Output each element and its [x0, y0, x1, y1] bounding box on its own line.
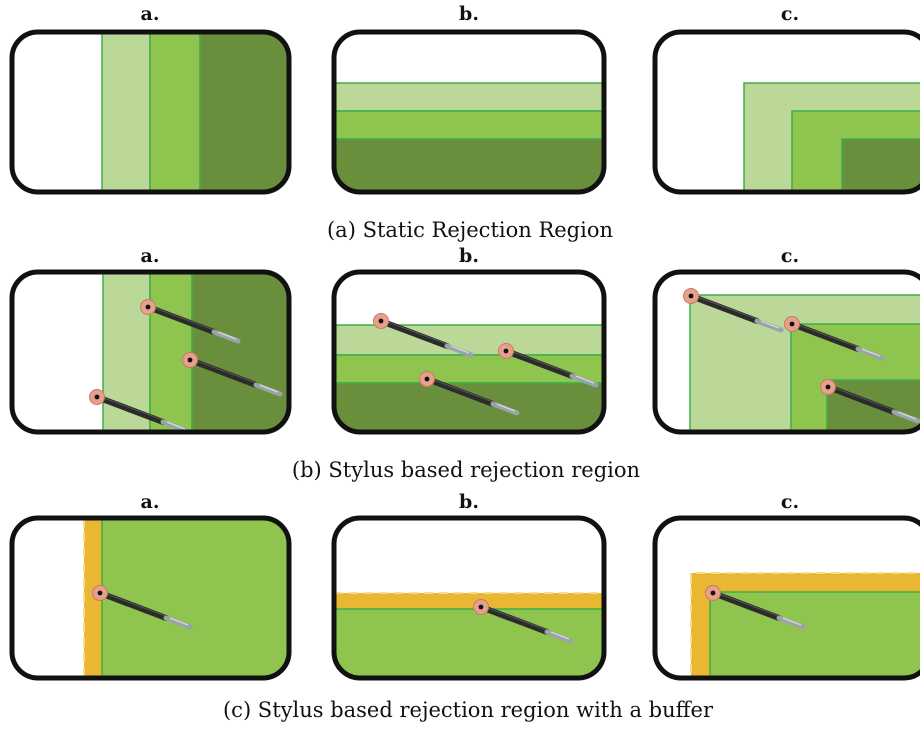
panel-2a	[9, 269, 292, 435]
panel-label-b: b.	[459, 3, 479, 25]
rejection-zone-dark	[334, 138, 604, 192]
panel-label-a: a.	[141, 3, 160, 25]
buffer-zone	[84, 518, 102, 678]
panel-label-b: b.	[459, 491, 479, 513]
rejection-zone-dark	[334, 382, 604, 432]
tablet-frame	[9, 269, 292, 435]
panel-3c	[652, 515, 920, 681]
rejection-zone-mid	[149, 272, 193, 432]
rejection-zone-dark	[841, 138, 920, 192]
panel-1a	[9, 29, 292, 195]
tablet-frame	[331, 515, 607, 681]
rejection-zone-light	[101, 32, 151, 192]
rejection-zone-dark	[191, 272, 289, 432]
rejection-zone-dark	[199, 32, 289, 192]
tablet-frame	[652, 269, 920, 435]
panel-1b	[331, 29, 607, 195]
rejection-zone-mid	[334, 354, 604, 384]
panel-3a	[9, 515, 292, 681]
rejection-zone	[334, 608, 604, 678]
tablet-frame	[331, 269, 607, 435]
panel-2c	[652, 269, 920, 435]
rejection-zone-mid	[149, 32, 201, 192]
tablet-frame	[331, 29, 607, 195]
panel-label-c: c.	[781, 245, 799, 267]
tablet-frame	[652, 515, 920, 681]
rejection-zone-light	[334, 82, 604, 112]
rejection-zone-light	[334, 324, 604, 356]
panel-label-c: c.	[781, 491, 799, 513]
tablet-frame	[9, 515, 292, 681]
caption-row-1: (a) Static Rejection Region	[327, 218, 613, 242]
panel-label-a: a.	[141, 245, 160, 267]
panel-label-c: c.	[781, 3, 799, 25]
rejection-zone-mid	[334, 110, 604, 140]
rejection-zone	[101, 518, 289, 678]
caption-row-3: (c) Stylus based rejection region with a…	[223, 698, 714, 722]
tablet-frame	[9, 29, 292, 195]
panel-1c	[652, 29, 920, 195]
panel-label-a: a.	[141, 491, 160, 513]
panel-3b	[331, 515, 607, 681]
buffer-zone	[334, 593, 604, 609]
caption-row-2: (b) Stylus based rejection region	[292, 458, 640, 482]
panel-label-b: b.	[459, 245, 479, 267]
panel-2b	[331, 269, 607, 435]
tablet-frame	[652, 29, 920, 195]
